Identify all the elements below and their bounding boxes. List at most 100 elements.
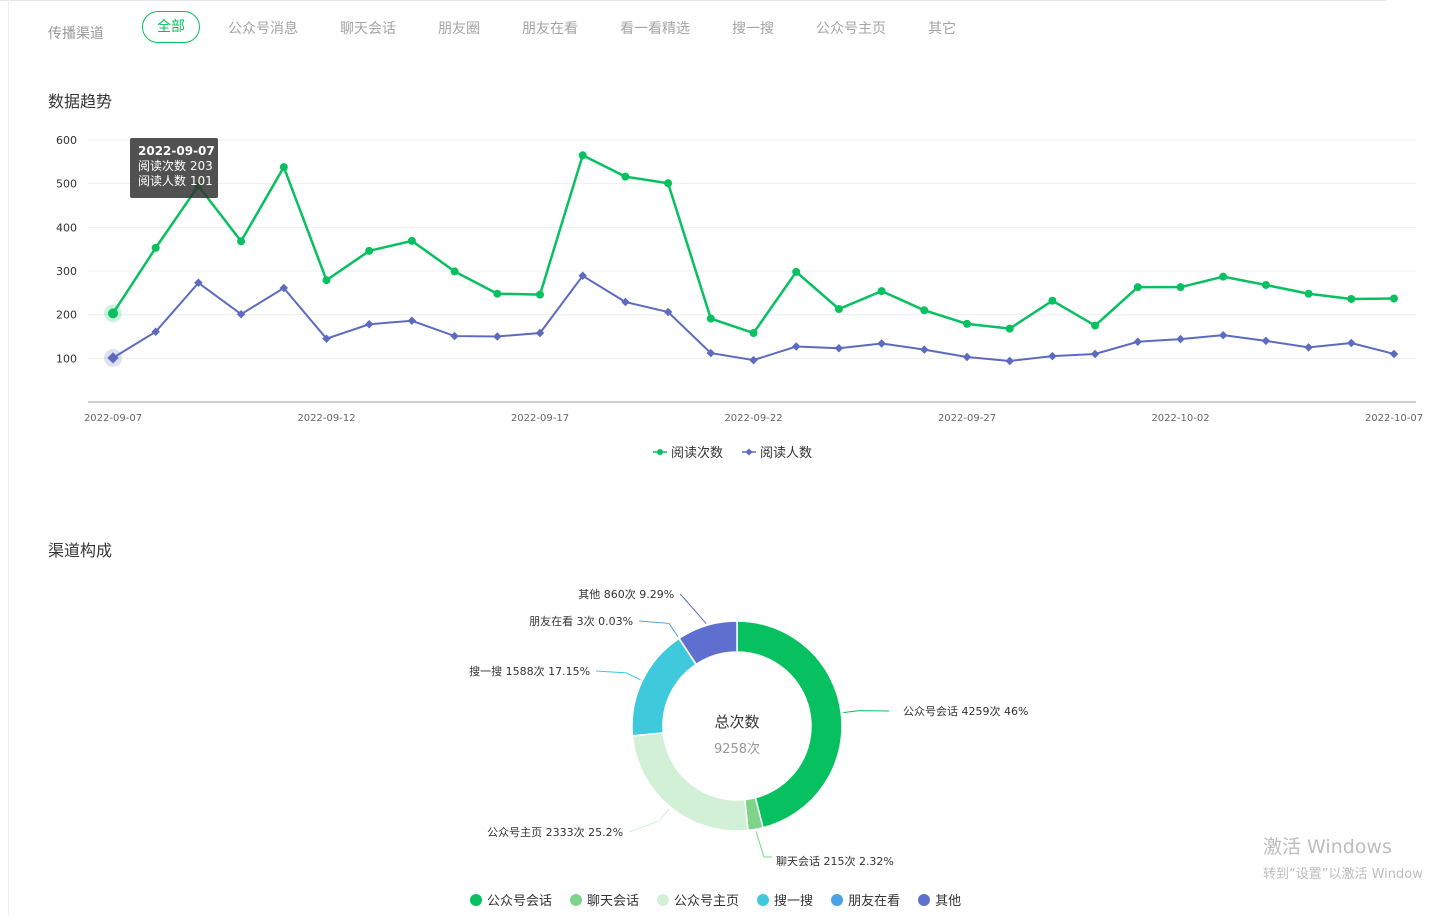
read-count-point bbox=[1390, 294, 1398, 303]
read-count-point bbox=[151, 243, 160, 252]
tab-other[interactable]: 其它 bbox=[928, 21, 956, 37]
read-count-point bbox=[322, 276, 331, 285]
legend-dot-icon bbox=[657, 893, 670, 906]
donut-slice-label: 聊天会话 215次 2.32% bbox=[776, 854, 894, 868]
donut-slice bbox=[678, 620, 738, 666]
watermark-line2: 转到“设置”以激活 Window bbox=[1263, 867, 1423, 882]
legend-dot-icon bbox=[757, 893, 770, 906]
tab-official-homepage[interactable]: 公众号主页 bbox=[816, 21, 886, 37]
read-count-point bbox=[1219, 272, 1228, 281]
tab-all[interactable]: 全部 bbox=[142, 11, 200, 43]
composition-section-title: 渠道构成 bbox=[48, 541, 113, 560]
donut-label-line bbox=[596, 670, 641, 681]
read-users-point bbox=[236, 309, 246, 319]
legend-read-users-label: 阅读人数 bbox=[760, 446, 813, 461]
read-users-point bbox=[1347, 338, 1356, 348]
donut-label-line bbox=[679, 593, 707, 624]
read-count-point bbox=[1261, 280, 1270, 289]
donut-slice bbox=[736, 620, 843, 829]
tooltip-read-users: 阅读人数 101 bbox=[138, 174, 213, 188]
legend-item-channel[interactable]: 搜一搜 bbox=[757, 890, 813, 909]
legend-item-read-count[interactable]: 阅读次数 bbox=[652, 442, 723, 461]
left-divider bbox=[8, 0, 9, 915]
read-users-point bbox=[1218, 330, 1228, 340]
y-tick-label: 500 bbox=[56, 178, 77, 191]
read-count-point bbox=[578, 151, 587, 160]
read-count-point bbox=[621, 172, 630, 181]
read-users-point bbox=[493, 332, 502, 341]
donut-slice-label: 公众号会话 4259次 46% bbox=[903, 704, 1028, 718]
read-count-point bbox=[279, 163, 288, 172]
legend-dot-icon bbox=[918, 893, 931, 906]
series-line-1 bbox=[112, 274, 1395, 362]
tab-friends-watching[interactable]: 朋友在看 bbox=[522, 21, 578, 37]
channel-donut-chart: 公众号会话 4259次 46% 聊天会话 215次 2.32% 公众号主页 2333… bbox=[469, 587, 1028, 868]
legend-read-users-icon bbox=[742, 447, 757, 456]
tab-search[interactable]: 搜一搜 bbox=[732, 21, 774, 37]
donut-label-line bbox=[639, 620, 679, 638]
composition-legend: 公众号会话 聊天会话 公众号主页 搜一搜 朋友在看 其他 bbox=[470, 890, 979, 909]
read-count-point bbox=[963, 319, 971, 328]
tooltip-date: 2022-09-07 bbox=[138, 144, 215, 158]
read-users-point bbox=[962, 352, 972, 362]
tab-top-stories[interactable]: 看一看精选 bbox=[620, 21, 690, 37]
read-users-point bbox=[194, 278, 203, 288]
x-tick-label: 2022-09-22 bbox=[724, 413, 782, 424]
read-count-point bbox=[365, 246, 374, 255]
watermark-line1: 激活 Windows bbox=[1263, 836, 1392, 858]
donut-center-label: 总次数 9258次 bbox=[677, 711, 797, 757]
read-count-point bbox=[1304, 289, 1313, 298]
read-count-point bbox=[792, 267, 801, 276]
read-users-point bbox=[791, 342, 801, 351]
y-tick-label: 400 bbox=[56, 221, 77, 234]
legend-channel-label: 其他 bbox=[935, 894, 962, 909]
read-users-point bbox=[151, 327, 160, 336]
read-count-point bbox=[450, 267, 459, 276]
legend-item-channel[interactable]: 聊天会话 bbox=[570, 890, 639, 909]
read-users-point bbox=[1389, 349, 1399, 359]
legend-item-channel[interactable]: 朋友在看 bbox=[831, 890, 900, 909]
read-count-point bbox=[1133, 283, 1142, 292]
read-users-point bbox=[621, 297, 630, 307]
tab-moments[interactable]: 朋友圈 bbox=[438, 21, 480, 37]
read-count-point bbox=[1005, 324, 1014, 333]
legend-channel-label: 朋友在看 bbox=[848, 894, 901, 909]
legend-dot-icon bbox=[570, 893, 583, 906]
legend-channel-label: 聊天会话 bbox=[587, 894, 640, 909]
read-users-point bbox=[322, 334, 331, 343]
read-users-point bbox=[663, 307, 673, 317]
donut-label-line bbox=[628, 808, 670, 833]
tab-official-message[interactable]: 公众号消息 bbox=[228, 21, 298, 37]
read-count-point bbox=[1176, 283, 1185, 292]
read-count-point bbox=[1091, 321, 1100, 330]
top-divider bbox=[0, 0, 1386, 1]
read-count-point bbox=[749, 329, 758, 338]
read-users-point bbox=[364, 320, 374, 329]
legend-channel-label: 公众号会话 bbox=[487, 894, 553, 909]
legend-dot-icon bbox=[470, 893, 482, 906]
donut-slice-label: 公众号主页 2333次 25.2% bbox=[487, 825, 623, 839]
legend-read-count-icon bbox=[653, 448, 667, 455]
series-line-0 bbox=[111, 153, 1395, 335]
y-tick-label: 200 bbox=[56, 309, 77, 322]
legend-item-channel[interactable]: 公众号会话 bbox=[470, 890, 552, 909]
read-users-point bbox=[1133, 337, 1143, 346]
read-count-point bbox=[108, 308, 118, 319]
x-tick-label: 2022-09-27 bbox=[938, 413, 996, 424]
read-count-point bbox=[1048, 296, 1057, 305]
read-users-point bbox=[1176, 334, 1185, 344]
tooltip-read-count: 阅读次数 203 bbox=[138, 159, 213, 173]
trend-legend: 阅读次数 阅读人数 bbox=[652, 442, 830, 461]
trend-line-chart: 100 200 300 400 500 600 2022-09-07 2022-09-12 20… bbox=[56, 134, 1423, 424]
legend-item-read-users[interactable]: 阅读人数 bbox=[741, 442, 812, 461]
donut-label-line bbox=[755, 831, 772, 858]
y-tick-label: 300 bbox=[56, 265, 77, 278]
read-count-point bbox=[536, 290, 544, 299]
read-users-point bbox=[749, 355, 758, 365]
y-tick-label: 100 bbox=[56, 352, 77, 365]
read-count-point bbox=[877, 287, 886, 296]
legend-item-channel[interactable]: 其他 bbox=[918, 890, 961, 909]
tab-chat-session[interactable]: 聊天会话 bbox=[340, 21, 396, 37]
x-tick-label: 2022-10-07 bbox=[1365, 413, 1423, 424]
legend-item-channel[interactable]: 公众号主页 bbox=[657, 890, 739, 909]
